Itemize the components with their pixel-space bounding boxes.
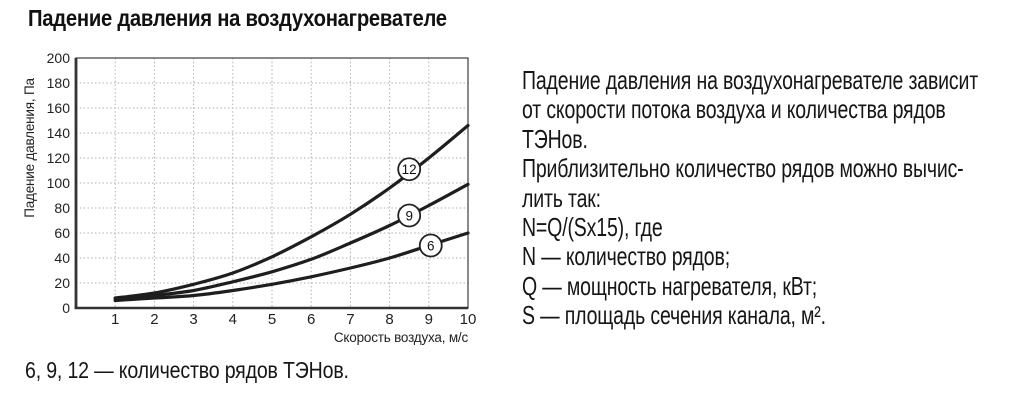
curve-marker-12 (397, 157, 422, 182)
x-tick-label: 1 (111, 311, 119, 328)
curve-marker-label-9: 9 (405, 208, 413, 223)
y-tick-label: 40 (54, 250, 70, 266)
y-tick-label: 180 (47, 75, 71, 91)
curve-marker-label-6: 6 (427, 238, 435, 253)
x-axis-title: Скорость воздуха, м/с (334, 330, 469, 345)
page-title: Падение давления на воздухонагревателе (28, 5, 447, 31)
y-tick-label: 140 (47, 125, 71, 141)
description-line: ТЭНов. (522, 123, 588, 154)
y-tick-label: 160 (47, 100, 71, 116)
y-tick-label: 80 (54, 200, 70, 216)
y-axis-title: Падение давления, Па (22, 78, 37, 218)
description-line: Приблизительно количество рядов можно вы… (522, 153, 964, 184)
description-line: N — количество рядов; (522, 241, 730, 272)
legend-caption: 6, 9, 12 — количество рядов ТЭНов. (25, 357, 349, 383)
x-tick-label: 4 (229, 311, 237, 328)
curve-marker-label-12: 12 (402, 162, 417, 177)
y-tick-label: 0 (62, 300, 70, 316)
description-line: Q — мощность нагревателя, кВт; (522, 270, 818, 301)
y-tick-label: 20 (54, 275, 70, 291)
y-tick-label: 200 (47, 50, 71, 66)
description-line: N=Q/(Sx15), где (522, 212, 663, 243)
description-line: S — площадь сечения канала, м². (522, 300, 826, 331)
x-tick-label: 2 (150, 311, 158, 328)
x-tick-label: 10 (460, 311, 477, 328)
description-line: от скорости потока воздуха и количества … (522, 94, 946, 125)
description-text: Падение давления на воздухонагревателе з… (522, 65, 1014, 331)
curve-6 (113, 231, 470, 303)
x-tick-label: 5 (268, 311, 276, 328)
description-line: Падение давления на воздухонагревателе з… (522, 65, 979, 95)
pressure-drop-chart: 12 9 6 0 20 40 60 80 100 120 140 160 180 200 1 2 3 4 5 6 7 8 9… (20, 38, 500, 355)
curve-marker-9 (397, 203, 422, 228)
description-line: лить так: (522, 182, 601, 213)
y-tick-label: 100 (47, 175, 71, 191)
curve-marker-6 (418, 233, 443, 258)
x-tick-label: 6 (307, 311, 315, 328)
y-tick-label: 60 (54, 225, 70, 241)
x-tick-label: 7 (346, 311, 354, 328)
x-tick-label: 9 (425, 311, 433, 328)
x-tick-label: 3 (189, 311, 197, 328)
x-tick-label: 8 (385, 311, 393, 328)
y-tick-label: 120 (47, 150, 71, 166)
